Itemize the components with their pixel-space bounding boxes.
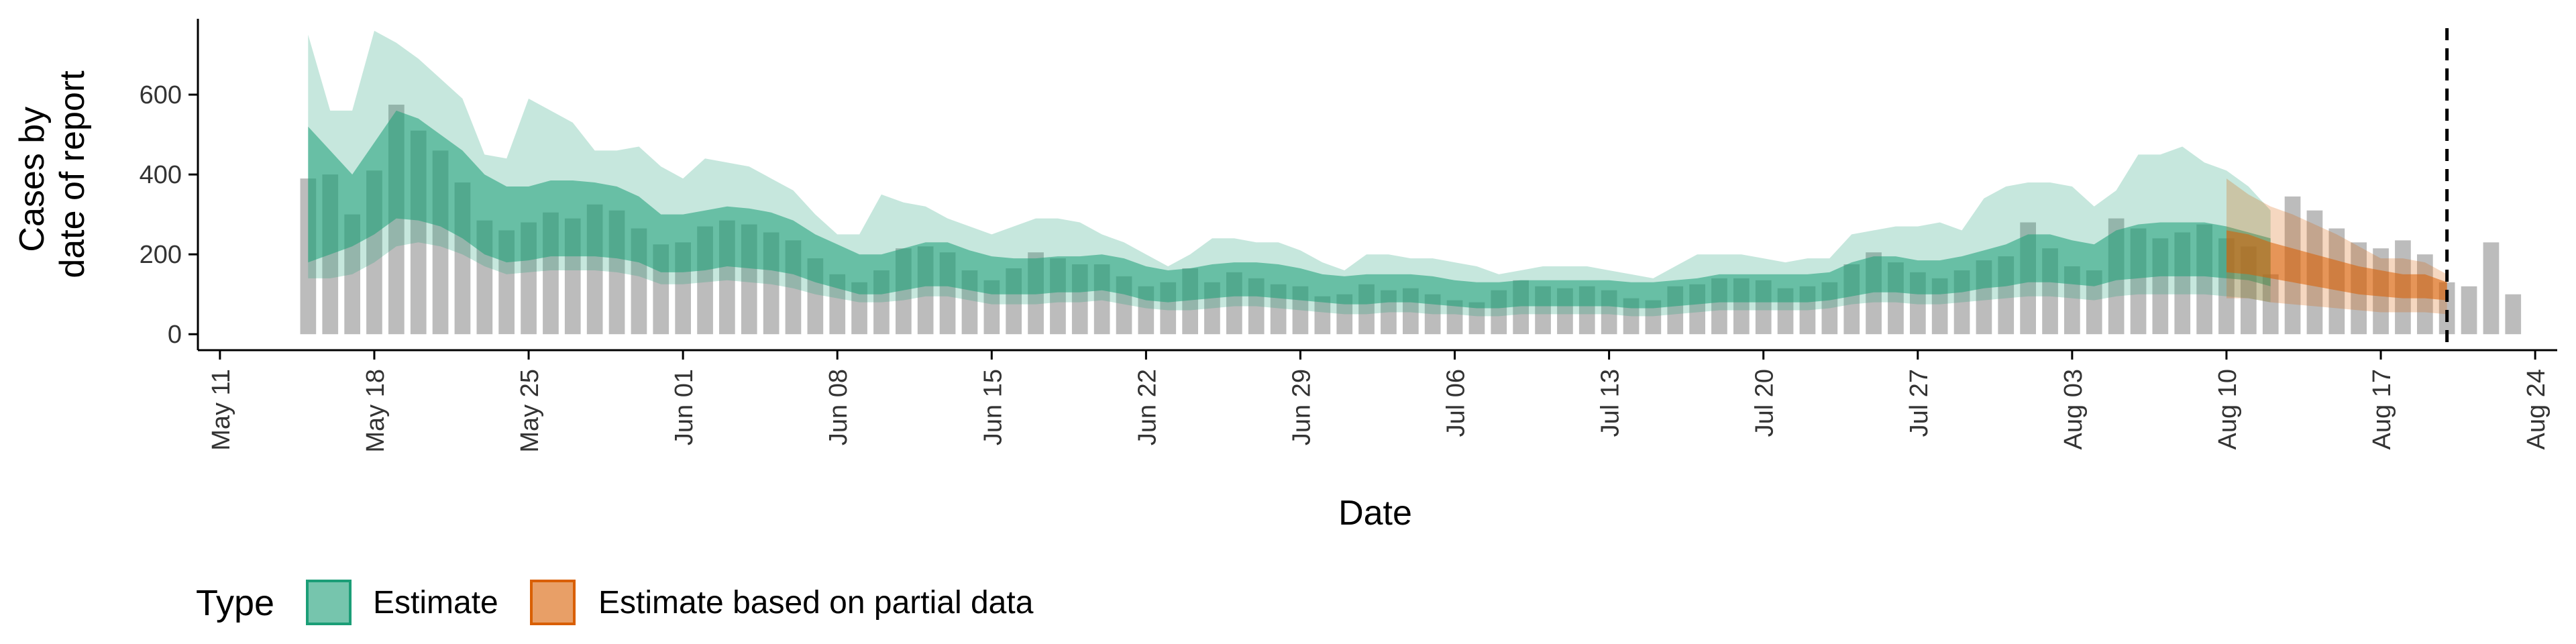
case-bar	[2262, 274, 2279, 335]
x-ticks: May 11 May 18 May 25 Jun 01 Jun 08 Jun 15 Jun …	[207, 350, 2551, 453]
case-bar	[2086, 270, 2102, 335]
x-tick-label: Aug 17	[2368, 369, 2396, 449]
legend-label-estimate: Estimate	[373, 585, 498, 621]
legend-key-estimate	[306, 580, 352, 625]
x-tick-label: Jul 20	[1751, 369, 1779, 437]
x-tick-label: Jun 22	[1133, 369, 1161, 445]
y-ticks: 0 200 400 600	[140, 81, 198, 349]
y-axis-title-line-1: Cases by	[13, 107, 52, 252]
estimate-band-50	[308, 110, 2271, 309]
case-bar	[2483, 242, 2500, 335]
y-tick-label: 200	[140, 241, 182, 269]
y-tick-label: 600	[140, 81, 182, 109]
estimate-bands	[308, 30, 2447, 317]
x-axis-title: Date	[1338, 494, 1412, 533]
x-tick-label: Jun 08	[824, 369, 853, 445]
x-tick-label: Jun 15	[979, 369, 1007, 445]
x-tick-label: Jul 13	[1597, 369, 1625, 437]
x-tick-label: Aug 24	[2522, 369, 2551, 449]
case-bar	[1446, 300, 1463, 335]
x-tick-label: May 11	[207, 369, 235, 451]
x-tick-label: Jun 01	[670, 369, 698, 445]
plot-area	[300, 28, 2522, 350]
legend-key-partial	[530, 580, 576, 625]
case-bar	[1645, 300, 1662, 335]
y-tick-label: 400	[140, 161, 182, 189]
y-axis: 0 200 400 600 Cases by date of report	[13, 19, 199, 350]
case-bar	[851, 282, 867, 335]
y-tick-label: 0	[168, 321, 182, 349]
x-tick-label: Jul 06	[1442, 369, 1470, 437]
partial-band-50	[2226, 230, 2447, 301]
case-bar	[2505, 294, 2522, 335]
x-tick-label: Jul 27	[1905, 369, 1933, 437]
y-axis-title-line-2: date of report	[53, 70, 92, 278]
x-tick-label: Aug 03	[2059, 369, 2088, 449]
legend-title: Type	[196, 583, 274, 623]
legend: Type Estimate Estimate based on partial …	[196, 580, 1034, 625]
x-axis: May 11 May 18 May 25 Jun 01 Jun 08 Jun 15 Jun …	[198, 349, 2557, 533]
y-axis-title: Cases by date of report	[13, 70, 92, 278]
x-tick-label: Jun 29	[1287, 369, 1316, 445]
case-bar	[1468, 302, 1485, 335]
x-tick-label: Aug 10	[2214, 369, 2242, 449]
case-bar	[2461, 286, 2477, 335]
x-tick-label: May 25	[516, 369, 544, 453]
case-bar	[1314, 296, 1331, 335]
legend-label-partial: Estimate based on partial data	[598, 585, 1034, 621]
x-tick-label: May 18	[362, 369, 390, 453]
